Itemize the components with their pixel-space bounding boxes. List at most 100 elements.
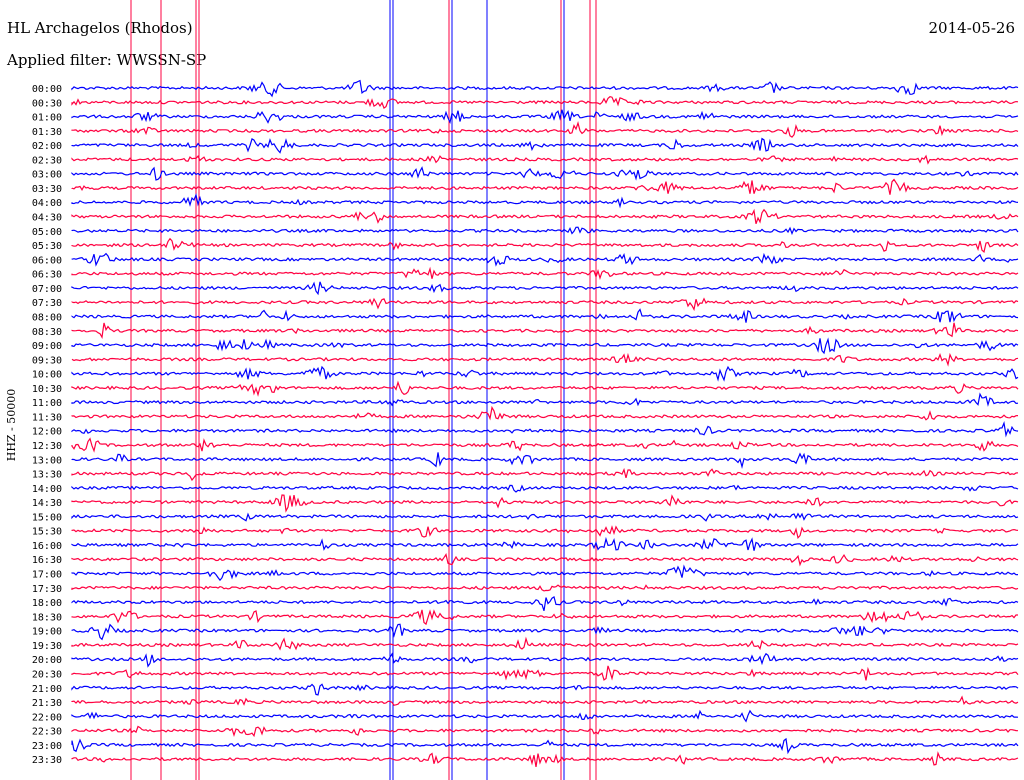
trace-row-40 (71, 652, 1019, 668)
trace-row-4 (71, 137, 1019, 154)
trace-row-27 (71, 467, 1019, 482)
row-label: 04:00 (32, 198, 62, 209)
date-label: 2014-05-26 (928, 19, 1015, 37)
row-label: 08:30 (32, 327, 62, 338)
row-label: 20:00 (32, 655, 62, 666)
row-label: 01:30 (32, 127, 62, 138)
row-label: 14:30 (32, 498, 62, 509)
trace-row-44 (71, 709, 1019, 723)
trace-row-3 (71, 121, 1019, 138)
row-label: 05:30 (32, 241, 62, 252)
trace-row-9 (71, 208, 1019, 224)
row-label-group: 00:00 00:30 01:00 01:30 02:00 02:30 03:00 03:30… (32, 84, 62, 766)
trace-row-10 (71, 226, 1019, 236)
row-label: 15:30 (32, 527, 62, 538)
row-label: 06:00 (32, 255, 62, 266)
row-label: 21:30 (32, 698, 62, 709)
trace-row-45 (71, 725, 1019, 738)
trace-row-31 (71, 525, 1019, 540)
trace-row-32 (71, 536, 1019, 551)
row-label: 16:00 (32, 541, 62, 552)
row-label: 22:30 (32, 727, 62, 738)
row-label: 18:00 (32, 598, 62, 609)
row-label: 00:30 (32, 98, 62, 109)
row-label: 02:00 (32, 141, 62, 152)
trace-row-18 (71, 337, 1019, 355)
trace-row-1 (71, 96, 1019, 110)
row-label: 03:00 (32, 170, 62, 181)
trace-row-34 (71, 564, 1019, 582)
row-label: 23:00 (32, 741, 62, 752)
row-label: 09:00 (32, 341, 62, 352)
trace-group (71, 79, 1019, 768)
trace-row-25 (71, 437, 1019, 453)
trace-row-5 (71, 154, 1019, 165)
trace-row-29 (71, 494, 1019, 513)
row-label: 16:30 (32, 555, 62, 566)
row-label: 20:30 (32, 670, 62, 681)
trace-row-47 (71, 751, 1019, 768)
row-label: 02:30 (32, 155, 62, 166)
trace-row-24 (71, 420, 1019, 438)
row-label: 18:30 (32, 612, 62, 623)
trace-row-28 (71, 484, 1019, 493)
row-label: 01:00 (32, 113, 62, 124)
row-label: 12:30 (32, 441, 62, 452)
row-label: 04:30 (32, 213, 62, 224)
row-label: 19:30 (32, 641, 62, 652)
row-label: 08:00 (32, 313, 62, 324)
trace-row-12 (71, 252, 1019, 267)
trace-row-20 (71, 365, 1019, 382)
trace-row-15 (71, 297, 1019, 312)
row-label: 17:00 (32, 570, 62, 581)
trace-row-13 (71, 266, 1019, 281)
row-label: 03:30 (32, 184, 62, 195)
row-label: 13:00 (32, 455, 62, 466)
row-label: 10:00 (32, 370, 62, 381)
trace-row-14 (71, 281, 1019, 296)
row-label: 10:30 (32, 384, 62, 395)
row-label: 11:00 (32, 398, 62, 409)
trace-row-39 (71, 636, 1019, 651)
trace-row-35 (71, 584, 1019, 592)
row-label: 13:30 (32, 470, 62, 481)
trace-row-17 (71, 322, 1019, 340)
trace-row-30 (71, 512, 1019, 522)
trace-row-26 (71, 452, 1019, 469)
trace-row-23 (71, 405, 1019, 421)
row-label: 07:00 (32, 284, 62, 295)
trace-row-41 (71, 665, 1019, 681)
row-label: 00:00 (32, 84, 62, 95)
row-label: 07:30 (32, 298, 62, 309)
trace-row-36 (71, 595, 1019, 611)
row-label: 22:00 (32, 712, 62, 723)
station-title: HL Archagelos (Rhodos) (7, 19, 193, 37)
row-label: 15:00 (32, 512, 62, 523)
row-label: 17:30 (32, 584, 62, 595)
row-label: 09:30 (32, 355, 62, 366)
trace-row-11 (71, 237, 1019, 253)
trace-row-42 (71, 683, 1019, 696)
row-label: 14:00 (32, 484, 62, 495)
row-label: 05:00 (32, 227, 62, 238)
trace-row-0 (71, 79, 1019, 98)
row-label: 12:00 (32, 427, 62, 438)
trace-row-43 (71, 695, 1019, 706)
trace-row-33 (71, 552, 1019, 567)
trace-row-38 (71, 623, 1019, 641)
row-label: 19:00 (32, 627, 62, 638)
trace-row-8 (71, 192, 1019, 209)
row-label: 11:30 (32, 412, 62, 423)
trace-row-46 (71, 737, 1019, 755)
row-label: 06:30 (32, 270, 62, 281)
row-label: 23:30 (32, 755, 62, 766)
trace-row-22 (71, 392, 1019, 407)
trace-row-2 (71, 109, 1019, 125)
trace-row-6 (71, 166, 1019, 181)
y-axis-label: HHZ - 50000 (5, 389, 18, 462)
trace-row-21 (71, 380, 1019, 397)
trace-row-7 (71, 178, 1019, 195)
row-label: 21:00 (32, 684, 62, 695)
trace-row-19 (71, 352, 1019, 367)
